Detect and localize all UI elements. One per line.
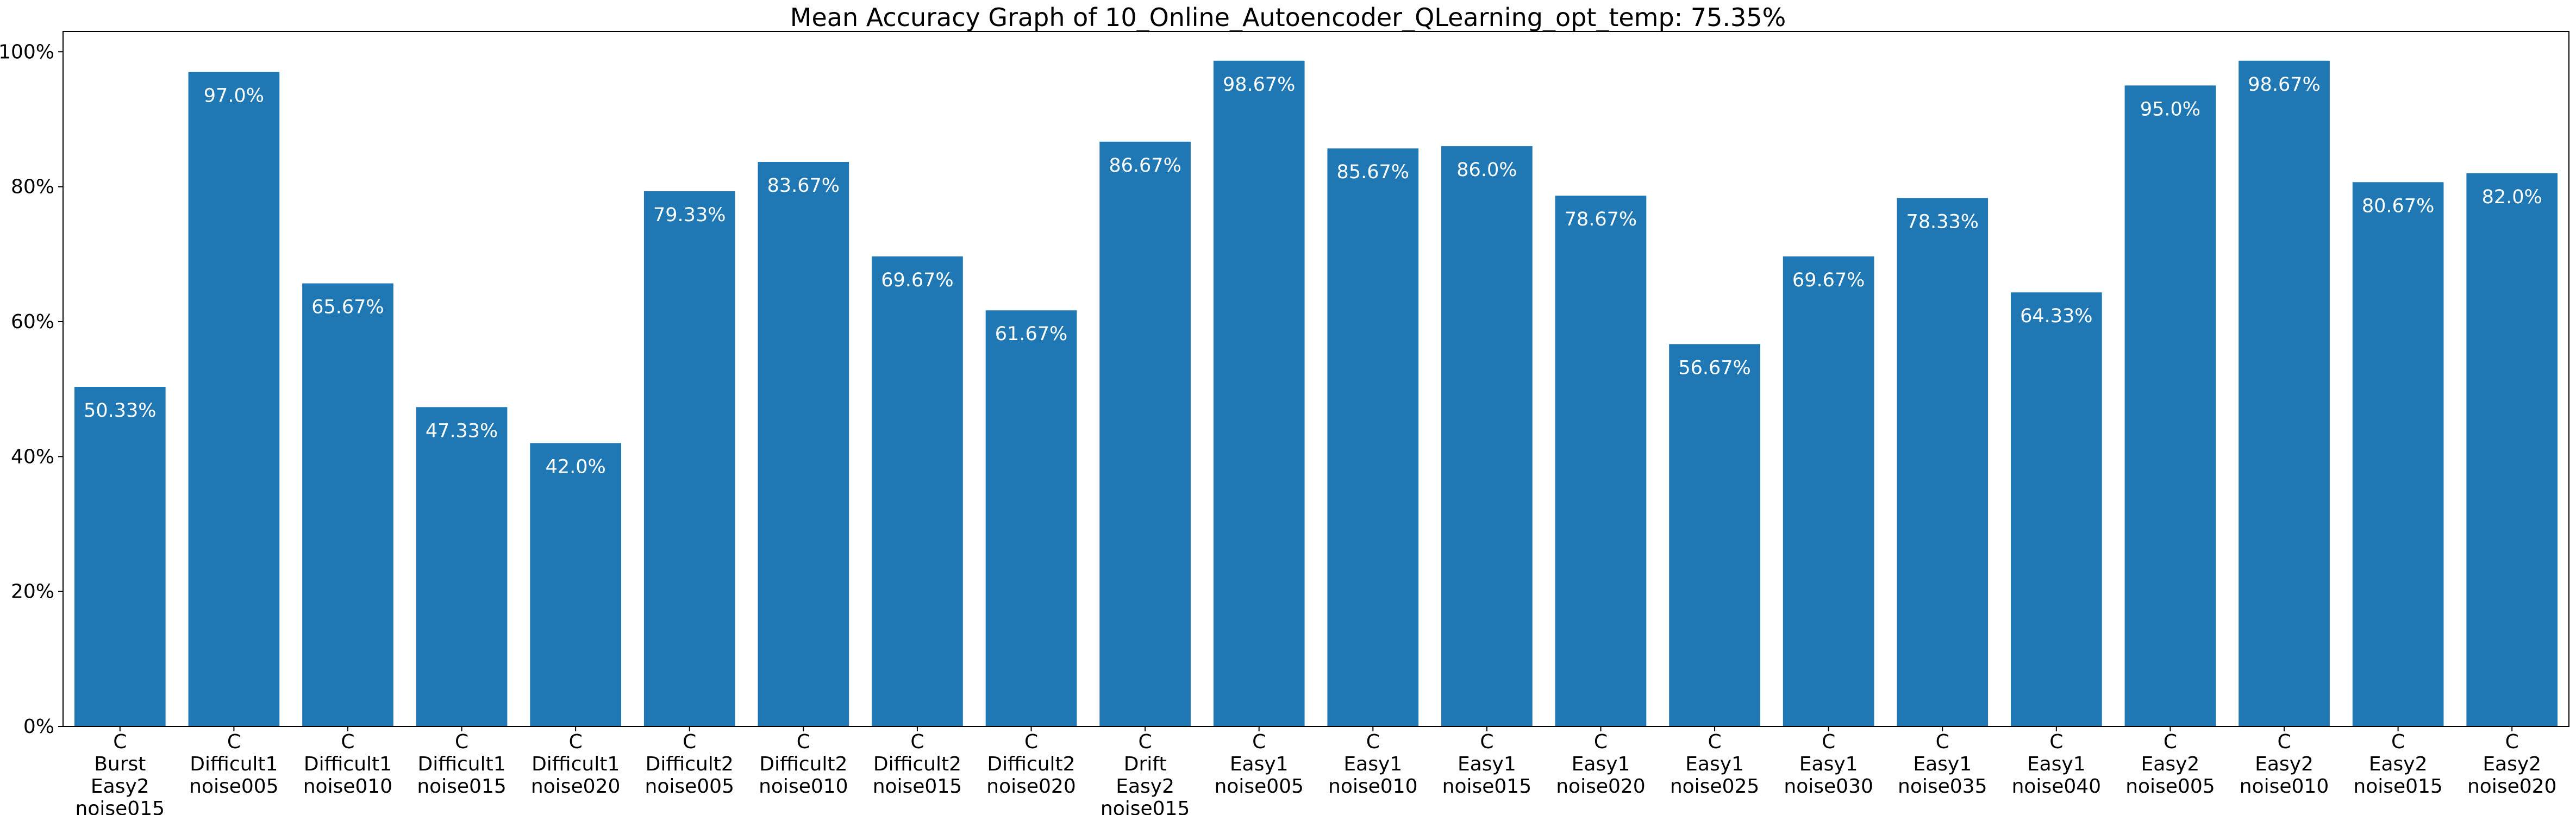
bar-data-label-13: 78.67%	[1565, 209, 1637, 230]
y-tick-label-4: 80%	[11, 176, 54, 198]
x-tick-label-16: C Easy1 noise035	[1898, 731, 1987, 798]
x-tick-label-11: C Easy1 noise010	[1328, 731, 1417, 798]
x-tick-label-19: C Easy2 noise010	[2240, 731, 2329, 798]
bar-data-label-11: 85.67%	[1337, 161, 1409, 183]
x-tick-label-14: C Easy1 noise025	[1670, 731, 1759, 798]
x-tick-label-2: C Difficult1 noise010	[303, 731, 392, 798]
bar-16	[1897, 198, 1989, 726]
y-tick-label-1: 20%	[11, 581, 54, 603]
bar-data-label-10: 98.67%	[1223, 74, 1295, 96]
bar-data-label-0: 50.33%	[84, 400, 156, 422]
bar-15	[1783, 256, 1874, 726]
chart-title: Mean Accuracy Graph of 10_Online_Autoenc…	[790, 3, 1786, 32]
bar-data-label-16: 78.33%	[1906, 211, 1979, 233]
bar-6	[758, 162, 849, 727]
x-axis: C Burst Easy2 noise015 C Difficult1 noise005 C D…	[76, 726, 2556, 815]
bars-group	[74, 60, 2558, 727]
x-tick-label-18: C Easy2 noise005	[2125, 731, 2215, 798]
bar-19	[2239, 60, 2330, 726]
y-tick-label-0: 0%	[23, 716, 54, 738]
bar-data-label-21: 82.0%	[2482, 186, 2542, 208]
y-tick-label-3: 60%	[11, 311, 54, 333]
x-tick-label-1: C Difficult1 noise005	[189, 731, 278, 798]
x-tick-label-13: C Easy1 noise020	[1556, 731, 1645, 798]
bar-data-label-12: 86.0%	[1456, 159, 1517, 181]
bar-labels-group: 50.33% 97.0% 65.67% 47.33% 42.0% 79.33% 83.67%…	[84, 74, 2542, 478]
bar-13	[1555, 196, 1647, 726]
bar-data-label-18: 95.0%	[2140, 98, 2200, 120]
x-tick-label-0: C Burst Easy2 noise015	[76, 731, 165, 815]
bar-12	[1441, 146, 1533, 727]
bar-data-label-6: 83.67%	[767, 175, 840, 197]
x-tick-label-5: C Difficult2 noise005	[645, 731, 734, 798]
bar-11	[1327, 148, 1419, 727]
bar-data-label-7: 69.67%	[881, 269, 953, 291]
y-tick-label-2: 40%	[11, 446, 54, 468]
bar-data-label-20: 80.67%	[2362, 195, 2434, 217]
bar-2	[302, 283, 393, 726]
x-tick-label-21: C Easy2 noise020	[2467, 731, 2556, 798]
bar-data-label-1: 97.0%	[204, 85, 264, 107]
y-axis: 0% 20% 40% 60% 80% 100%	[0, 41, 63, 738]
x-tick-label-20: C Easy2 noise015	[2353, 731, 2442, 798]
bar-1	[188, 72, 280, 726]
x-tick-label-4: C Difficult1 noise020	[531, 731, 620, 798]
x-tick-label-12: C Easy1 noise015	[1442, 731, 1531, 798]
bar-17	[2011, 292, 2102, 726]
x-tick-label-9: C Drift Easy2 noise015	[1101, 731, 1190, 815]
x-tick-label-15: C Easy1 noise030	[1784, 731, 1873, 798]
x-tick-label-6: C Difficult2 noise010	[759, 731, 848, 798]
bar-20	[2352, 182, 2444, 726]
bar-data-label-4: 42.0%	[546, 456, 606, 478]
x-tick-label-17: C Easy1 noise040	[2012, 731, 2101, 798]
bar-0	[74, 387, 166, 726]
bar-8	[985, 310, 1077, 726]
bar-data-label-15: 69.67%	[1792, 269, 1865, 291]
bar-5	[643, 191, 735, 727]
plot-frame	[62, 31, 2569, 727]
x-tick-label-10: C Easy1 noise005	[1214, 731, 1303, 798]
bar-data-label-14: 56.67%	[1678, 357, 1750, 379]
bar-3	[416, 407, 508, 726]
bar-18	[2124, 85, 2216, 726]
bar-4	[530, 443, 621, 726]
x-tick-label-8: C Difficult2 noise020	[986, 731, 1076, 798]
bar-data-label-8: 61.67%	[995, 323, 1067, 345]
bar-data-label-5: 79.33%	[653, 204, 726, 226]
bar-data-label-17: 64.33%	[2020, 305, 2092, 327]
bar-14	[1669, 344, 1760, 726]
bar-10	[1213, 60, 1305, 726]
bar-7	[872, 256, 963, 726]
bar-9	[1099, 141, 1191, 727]
x-tick-label-3: C Difficult1 noise015	[417, 731, 506, 798]
bar-21	[2466, 173, 2558, 727]
bar-data-label-2: 65.67%	[311, 297, 384, 318]
y-tick-label-5: 100%	[0, 41, 54, 63]
bar-data-label-3: 47.33%	[426, 420, 498, 442]
x-tick-label-7: C Difficult2 noise015	[873, 731, 962, 798]
bar-data-label-9: 86.67%	[1109, 155, 1181, 177]
bar-data-label-19: 98.67%	[2248, 74, 2320, 96]
